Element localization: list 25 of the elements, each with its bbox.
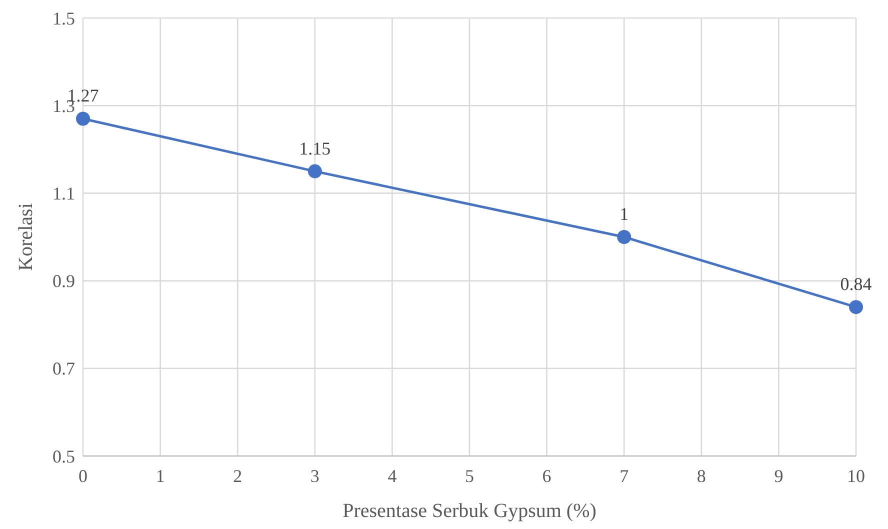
point [76, 112, 90, 126]
x-tick-label: 4 [388, 466, 397, 486]
y-tick-label: 1.5 [52, 8, 75, 28]
data-label: 0.84 [840, 274, 872, 294]
x-tick-label: 3 [310, 466, 320, 486]
x-tick-label: 8 [696, 466, 706, 486]
x-tick-label: 5 [465, 466, 474, 486]
x-tick-label: 9 [774, 466, 784, 486]
data-label: 1 [620, 204, 629, 224]
y-tick-label: 0.7 [52, 358, 75, 379]
x-tick-label: 0 [78, 466, 88, 486]
y-axis-title: Korelasi [15, 202, 37, 271]
point [849, 300, 863, 314]
point [308, 164, 322, 178]
x-tick-label: 6 [542, 466, 552, 486]
y-tick-label: 0.5 [52, 446, 75, 466]
x-tick-label: 10 [847, 466, 865, 486]
x-tick-label: 1 [156, 466, 165, 486]
data-label: 1.15 [299, 138, 331, 158]
y-tick-label: 0.9 [52, 271, 75, 292]
x-axis-title: Presentase Serbuk Gypsum (%) [342, 500, 596, 522]
x-tick-label: 7 [620, 466, 629, 486]
point [617, 230, 632, 244]
y-tick-label: 1.1 [52, 184, 75, 204]
x-tick-label: 2 [233, 466, 242, 486]
